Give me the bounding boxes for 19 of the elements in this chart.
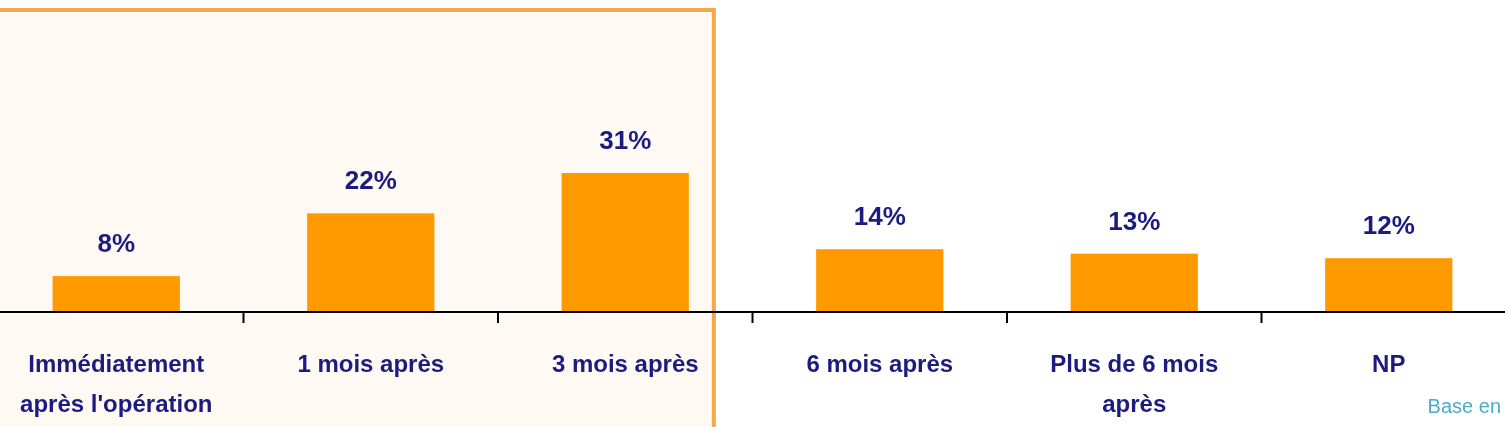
x-tick-label: Plus de 6 mois après: [1050, 350, 1219, 417]
data-label: 13%: [1108, 205, 1161, 236]
data-label: 12%: [1362, 210, 1415, 241]
bar: [561, 173, 689, 312]
data-label: 8%: [97, 228, 136, 259]
data-label: 31%: [599, 125, 652, 155]
bar: [307, 213, 435, 312]
x-tick-label: Immédiatement après l'opération: [20, 350, 213, 417]
bar: [1070, 253, 1198, 312]
bar: [1325, 258, 1453, 312]
bar: [816, 249, 944, 312]
bar: [52, 276, 180, 312]
x-tick-label: 6 mois après: [806, 350, 954, 377]
x-tick-label: 1 mois après: [297, 350, 445, 377]
x-tick-label: 3 mois après: [551, 350, 699, 377]
x-tick-label: NP: [1372, 350, 1406, 377]
data-label: 22%: [344, 165, 397, 196]
text: Base en: [1427, 395, 1501, 417]
data-label: 14%: [853, 201, 906, 232]
